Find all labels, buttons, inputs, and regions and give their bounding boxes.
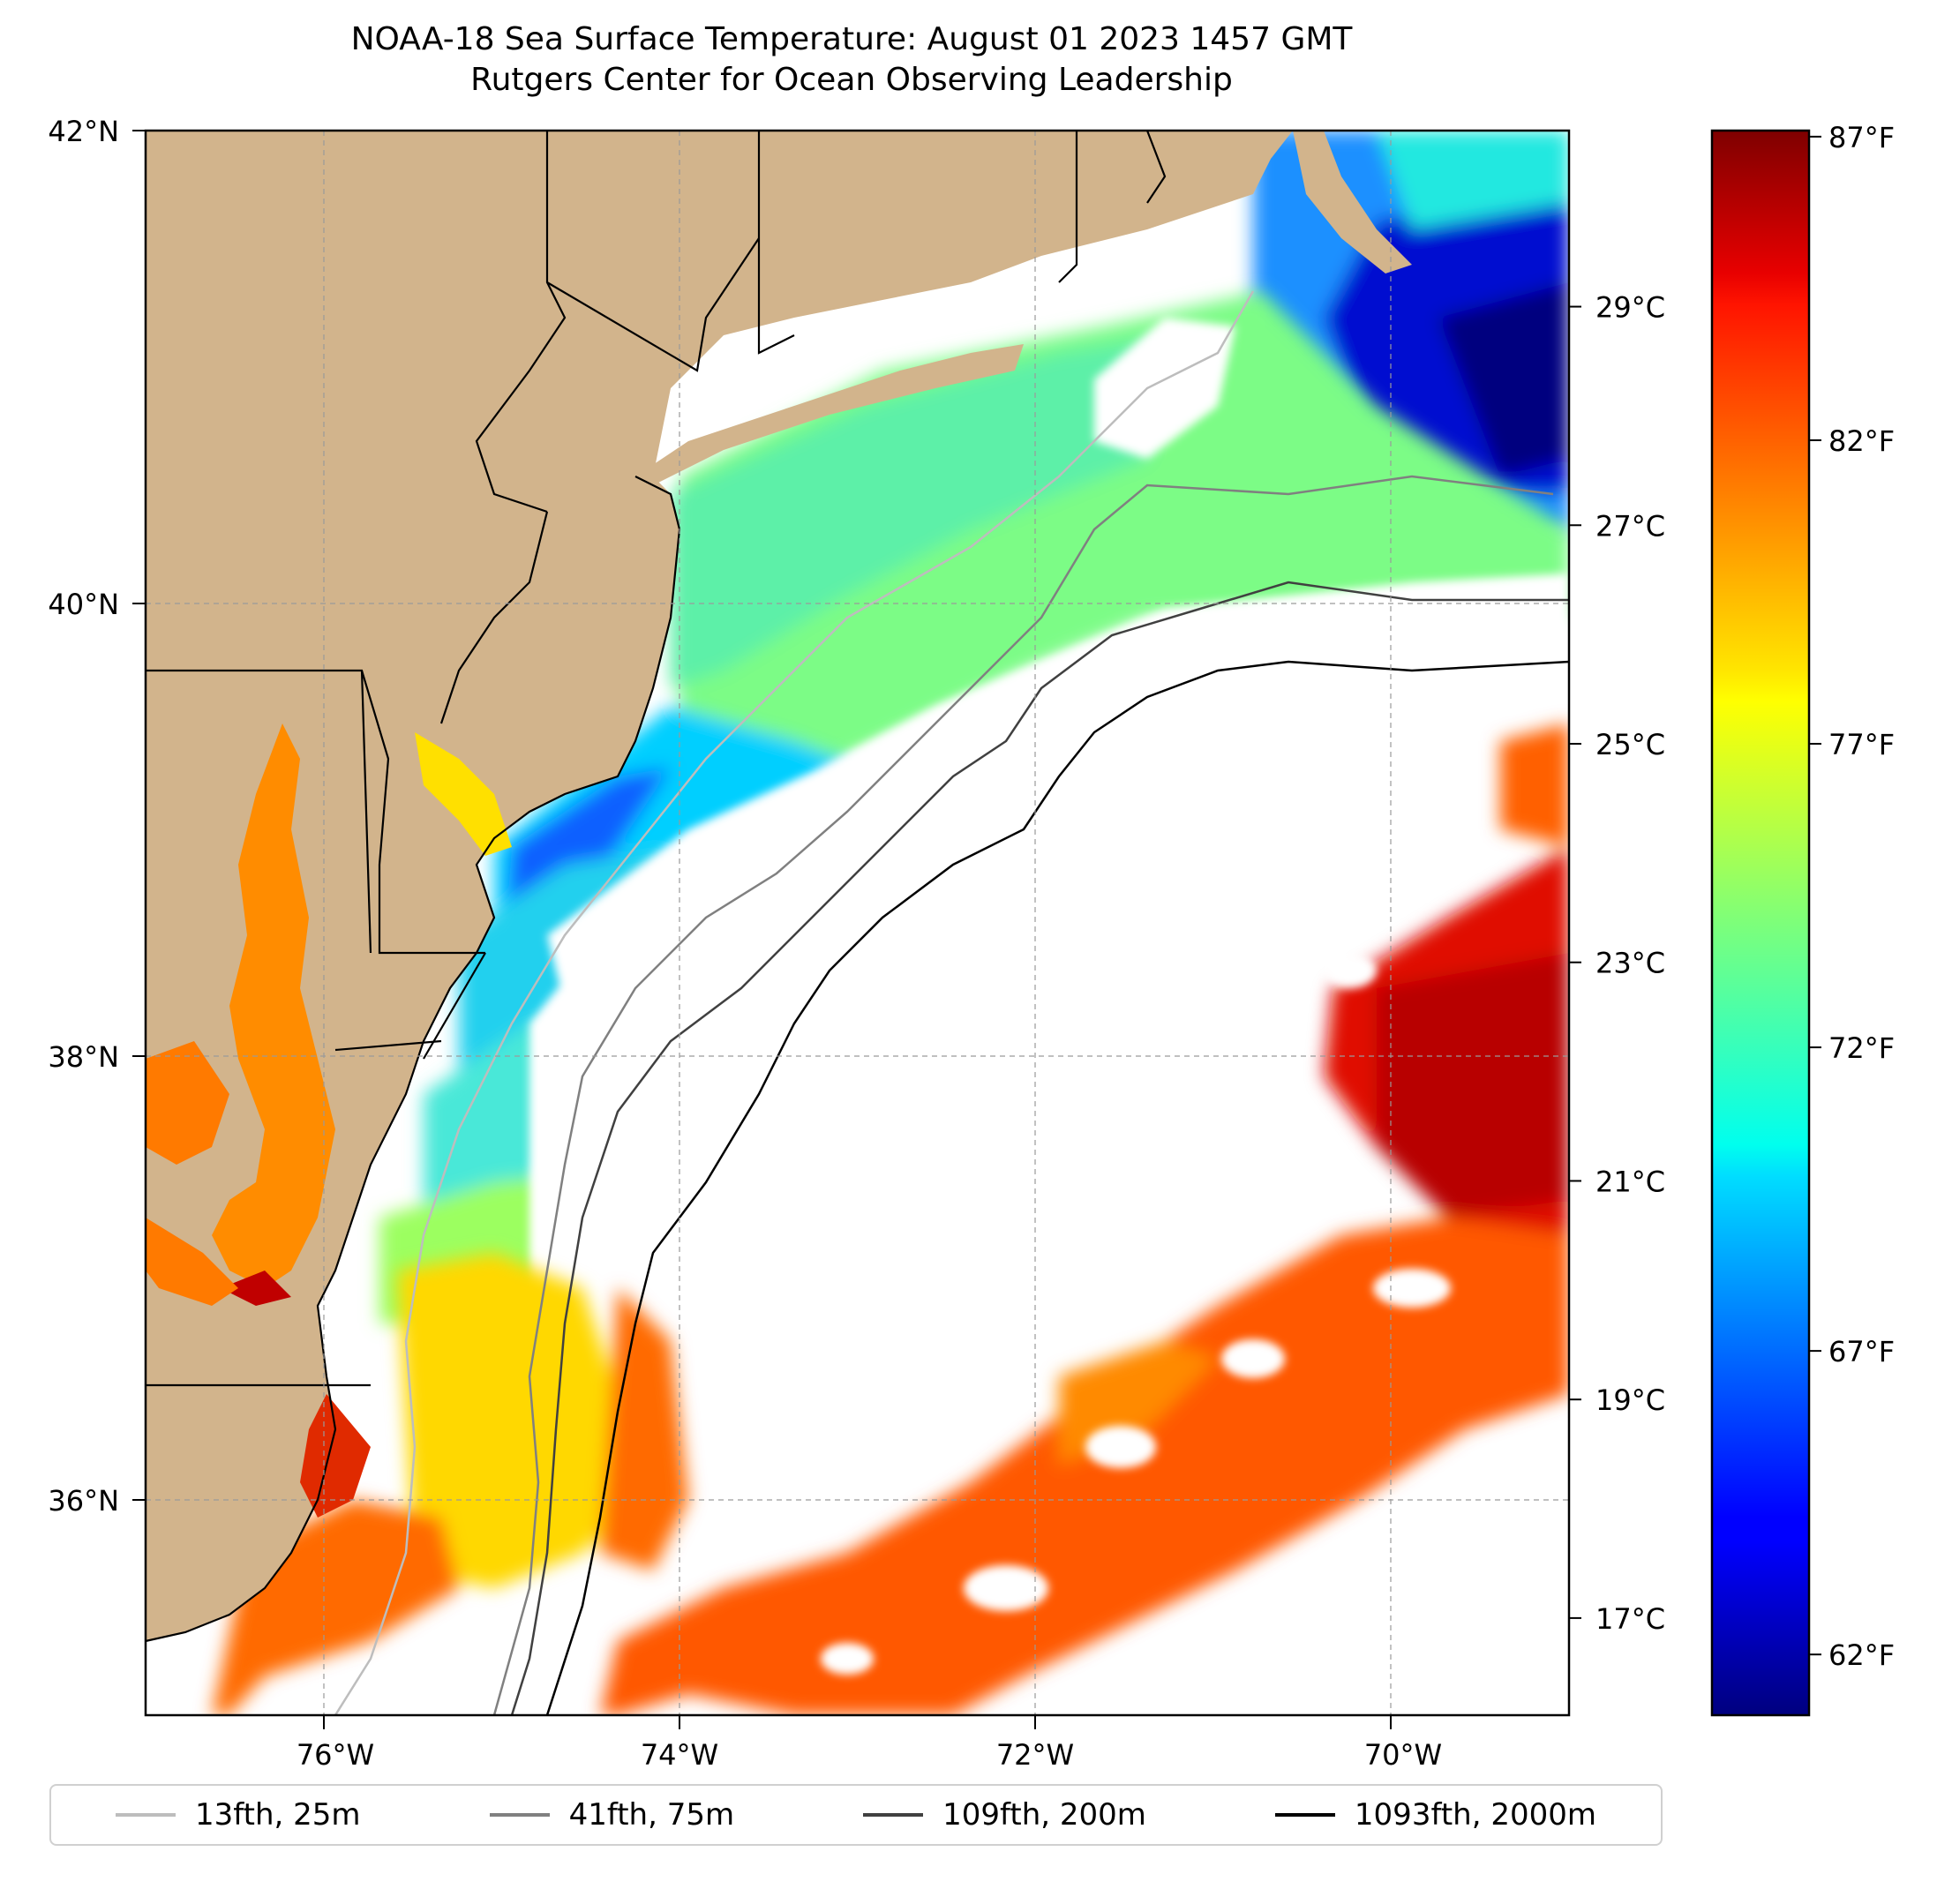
lat-tick-label: 40°N xyxy=(48,588,119,621)
isobath-200m xyxy=(510,581,1569,1716)
legend-label: 41fth, 75m xyxy=(568,1797,735,1833)
colorbar-f-tick-label: 72°F xyxy=(1828,1031,1895,1065)
isobath-25m xyxy=(334,290,1255,1716)
isobaths xyxy=(334,290,1570,1716)
lat-tick-label: 36°N xyxy=(48,1484,119,1518)
state-borders xyxy=(146,130,1167,1387)
colorbar-f-tick-label: 77°F xyxy=(1828,728,1895,761)
legend-swatch xyxy=(1274,1813,1335,1817)
map-title: NOAA-18 Sea Surface Temperature: August … xyxy=(0,19,1703,101)
legend-label: 13fth, 25m xyxy=(195,1797,361,1833)
legend-swatch xyxy=(489,1813,550,1817)
legend-item-200m: 109fth, 200m xyxy=(863,1797,1146,1833)
bays xyxy=(146,723,512,1518)
legend-label: 109fth, 200m xyxy=(942,1797,1146,1833)
colorbar-f-tick-label: 67°F xyxy=(1828,1335,1895,1368)
lon-axis: 76°W 74°W 72°W 70°W xyxy=(297,1715,1442,1772)
sst-map: 42°N 40°N 38°N 36°N 76°W 74°W 72°W 70°W … xyxy=(48,115,1895,1772)
colorbar-c-tick-label: 29°C xyxy=(1595,291,1665,325)
lon-tick-label: 76°W xyxy=(297,1738,374,1772)
gridlines xyxy=(146,131,1569,1715)
legend-item-75m: 41fth, 75m xyxy=(489,1797,735,1833)
lat-tick-label: 38°N xyxy=(48,1040,119,1074)
colorbar-fahrenheit-ticks: 87°F 82°F 77°F 72°F 67°F 62°F xyxy=(1809,121,1895,1672)
colorbar-gradient xyxy=(1710,129,1811,1717)
colorbar-c-tick-label: 19°C xyxy=(1595,1383,1665,1417)
lat-tick-label: 42°N xyxy=(48,115,119,148)
title-line-2: Rutgers Center for Ocean Observing Leade… xyxy=(470,62,1233,98)
coastline xyxy=(145,476,681,1643)
colorbar-c-tick-label: 21°C xyxy=(1595,1165,1665,1198)
legend-swatch xyxy=(863,1813,924,1817)
lon-tick-label: 72°W xyxy=(996,1738,1074,1772)
land xyxy=(146,131,1412,1641)
title-line-1: NOAA-18 Sea Surface Temperature: August … xyxy=(350,21,1353,57)
colorbar-f-tick-label: 62°F xyxy=(1828,1638,1895,1672)
map-frame xyxy=(144,129,1571,1717)
colorbar-c-tick-label: 27°C xyxy=(1595,509,1665,543)
isobath-legend: 13fth, 25m 41fth, 75m 109fth, 200m 1093f… xyxy=(49,1784,1663,1846)
colorbar-f-tick-label: 82°F xyxy=(1828,424,1895,458)
colorbar: 87°F 82°F 77°F 72°F 67°F 62°F 29°C 27°C 25°C 23°… xyxy=(1569,121,1895,1717)
lon-tick-label: 70°W xyxy=(1364,1738,1442,1772)
colorbar-f-tick-label: 87°F xyxy=(1828,121,1895,154)
legend-swatch xyxy=(116,1813,176,1817)
colorbar-c-tick-label: 23°C xyxy=(1595,947,1665,980)
colorbar-c-tick-label: 25°C xyxy=(1595,728,1665,761)
colorbar-c-tick-label: 17°C xyxy=(1595,1602,1665,1636)
colorbar-celsius-ticks: 29°C 27°C 25°C 23°C 21°C 19°C 17°C xyxy=(1569,291,1665,1636)
isobath-2000m xyxy=(545,660,1570,1716)
lat-axis: 42°N 40°N 38°N 36°N xyxy=(48,115,146,1518)
legend-item-2000m: 1093fth, 2000m xyxy=(1274,1797,1596,1833)
legend-label: 1093fth, 2000m xyxy=(1354,1797,1596,1833)
legend-item-25m: 13fth, 25m xyxy=(116,1797,361,1833)
lon-tick-label: 74°W xyxy=(641,1738,718,1772)
isobath-75m xyxy=(492,475,1554,1716)
